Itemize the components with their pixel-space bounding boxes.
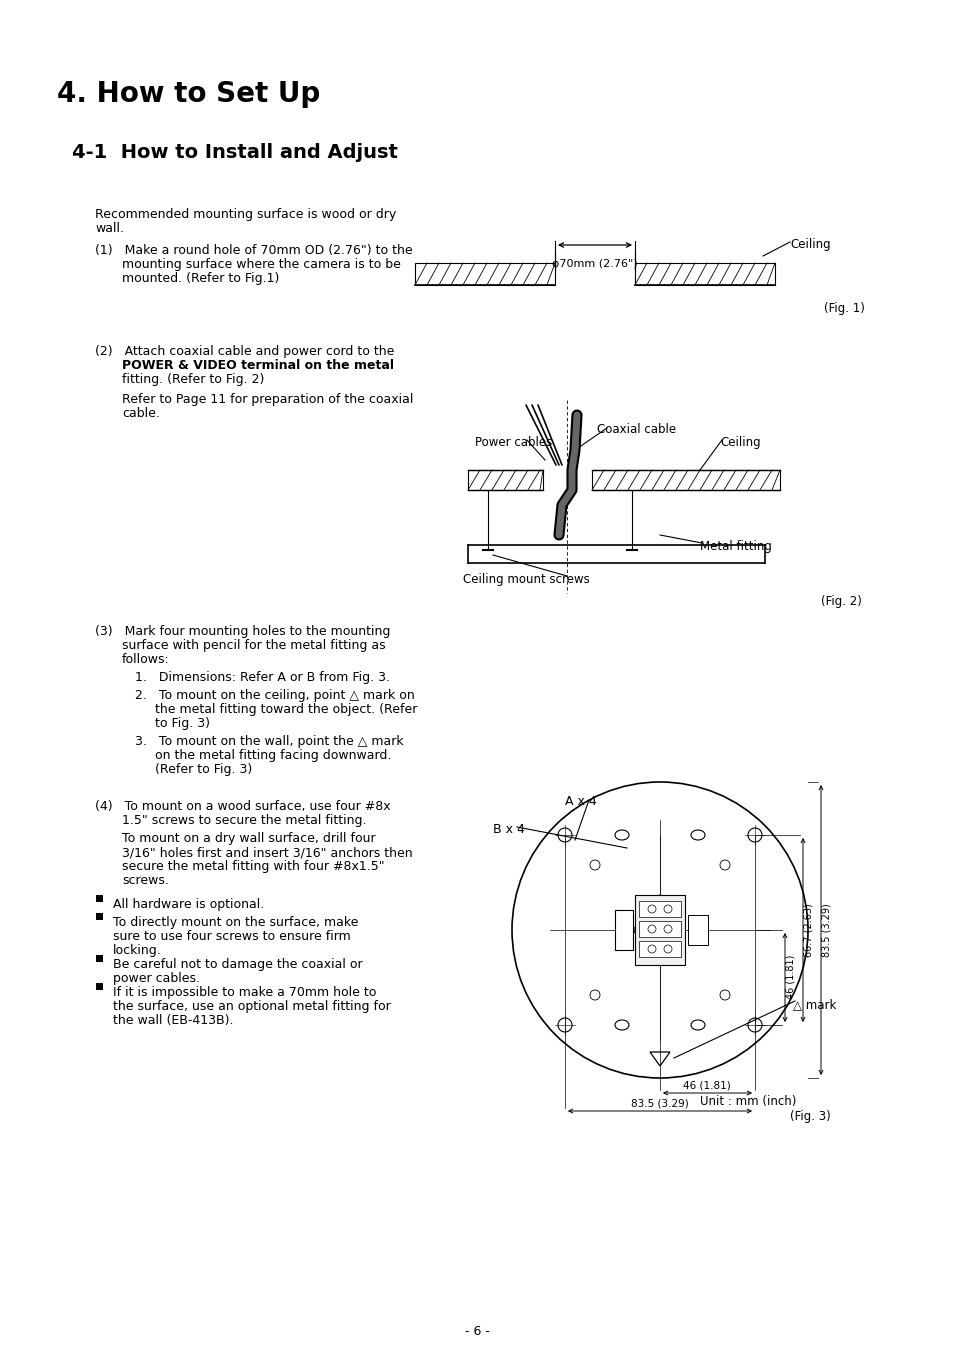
Text: 4. How to Set Up: 4. How to Set Up <box>57 80 320 108</box>
Text: the surface, use an optional metal fitting for: the surface, use an optional metal fitti… <box>112 1000 391 1013</box>
Text: To directly mount on the surface, make: To directly mount on the surface, make <box>112 916 358 929</box>
Text: secure the metal fitting with four #8x1.5": secure the metal fitting with four #8x1.… <box>122 861 384 873</box>
Bar <box>96 984 103 990</box>
Text: follows:: follows: <box>122 653 170 666</box>
Bar <box>687 915 707 944</box>
Text: (4)   To mount on a wood surface, use four #8x: (4) To mount on a wood surface, use four… <box>95 800 390 813</box>
Text: (3)   Mark four mounting holes to the mounting: (3) Mark four mounting holes to the moun… <box>95 626 390 638</box>
Text: (Fig. 2): (Fig. 2) <box>821 594 862 608</box>
Text: φ70mm (2.76"): φ70mm (2.76") <box>552 259 638 269</box>
Bar <box>639 901 680 917</box>
Text: 1.   Dimensions: Refer A or B from Fig. 3.: 1. Dimensions: Refer A or B from Fig. 3. <box>135 671 390 684</box>
Bar <box>96 913 103 920</box>
Text: A x 4: A x 4 <box>564 794 597 808</box>
Text: 83.5 (3.29): 83.5 (3.29) <box>821 902 831 957</box>
Text: 66.7 (2.63): 66.7 (2.63) <box>803 902 813 957</box>
Text: Coaxial cable: Coaxial cable <box>597 423 676 436</box>
Text: 4-1  How to Install and Adjust: 4-1 How to Install and Adjust <box>71 143 397 162</box>
Text: Refer to Page 11 for preparation of the coaxial: Refer to Page 11 for preparation of the … <box>122 393 413 407</box>
Text: (Fig. 3): (Fig. 3) <box>789 1111 830 1123</box>
Text: Metal fitting: Metal fitting <box>700 540 771 553</box>
Bar <box>592 470 780 490</box>
Bar <box>635 894 684 965</box>
Text: locking.: locking. <box>112 944 162 957</box>
Text: the wall (EB-413B).: the wall (EB-413B). <box>112 1015 233 1027</box>
Text: Unit : mm (inch): Unit : mm (inch) <box>700 1096 796 1108</box>
Text: 3/16" holes first and insert 3/16" anchors then: 3/16" holes first and insert 3/16" ancho… <box>122 846 413 859</box>
Text: Recommended mounting surface is wood or dry: Recommended mounting surface is wood or … <box>95 208 395 222</box>
Text: the metal fitting toward the object. (Refer: the metal fitting toward the object. (Re… <box>154 703 417 716</box>
Text: surface with pencil for the metal fitting as: surface with pencil for the metal fittin… <box>122 639 385 653</box>
Text: screws.: screws. <box>122 874 169 888</box>
Text: - 6 -: - 6 - <box>464 1325 489 1337</box>
Text: (Fig. 1): (Fig. 1) <box>823 303 864 315</box>
Text: Power cables: Power cables <box>475 436 552 449</box>
Text: mounting surface where the camera is to be: mounting surface where the camera is to … <box>122 258 400 272</box>
Bar <box>415 263 555 285</box>
Text: cable.: cable. <box>122 407 160 420</box>
Text: Be careful not to damage the coaxial or: Be careful not to damage the coaxial or <box>112 958 362 971</box>
Bar <box>96 955 103 962</box>
Text: (2)   Attach coaxial cable and power cord to the: (2) Attach coaxial cable and power cord … <box>95 345 394 358</box>
Text: to Fig. 3): to Fig. 3) <box>154 717 210 730</box>
Text: (Refer to Fig. 3): (Refer to Fig. 3) <box>154 763 252 775</box>
Bar <box>615 911 633 950</box>
Text: All hardware is optional.: All hardware is optional. <box>112 898 264 911</box>
Text: Ceiling: Ceiling <box>789 238 830 251</box>
Text: on the metal fitting facing downward.: on the metal fitting facing downward. <box>154 748 391 762</box>
Bar <box>639 942 680 957</box>
Text: △ mark: △ mark <box>792 998 836 1011</box>
Text: fitting. (Refer to Fig. 2): fitting. (Refer to Fig. 2) <box>122 373 264 386</box>
Bar <box>635 263 774 285</box>
Text: 1.5" screws to secure the metal fitting.: 1.5" screws to secure the metal fitting. <box>122 815 366 827</box>
Text: (1)   Make a round hole of 70mm OD (2.76") to the: (1) Make a round hole of 70mm OD (2.76")… <box>95 245 413 257</box>
Text: 46 (1.81): 46 (1.81) <box>682 1081 730 1092</box>
Text: 2.   To mount on the ceiling, point △ mark on: 2. To mount on the ceiling, point △ mark… <box>135 689 415 703</box>
Text: 46 (1.81): 46 (1.81) <box>785 955 795 1000</box>
Bar <box>639 921 680 938</box>
Text: Ceiling mount screws: Ceiling mount screws <box>462 573 589 586</box>
Text: POWER & VIDEO terminal on the metal: POWER & VIDEO terminal on the metal <box>122 359 394 372</box>
Bar <box>96 894 103 902</box>
Text: 3.   To mount on the wall, point the △ mark: 3. To mount on the wall, point the △ mar… <box>135 735 403 748</box>
Text: To mount on a dry wall surface, drill four: To mount on a dry wall surface, drill fo… <box>122 832 375 844</box>
Text: mounted. (Refer to Fig.1): mounted. (Refer to Fig.1) <box>122 272 279 285</box>
Text: Ceiling: Ceiling <box>720 436 760 449</box>
Text: If it is impossible to make a 70mm hole to: If it is impossible to make a 70mm hole … <box>112 986 376 998</box>
Bar <box>468 470 542 490</box>
Text: sure to use four screws to ensure firm: sure to use four screws to ensure firm <box>112 929 351 943</box>
Text: wall.: wall. <box>95 222 124 235</box>
Text: B x 4: B x 4 <box>493 823 524 836</box>
Text: 83.5 (3.29): 83.5 (3.29) <box>631 1098 688 1109</box>
Text: power cables.: power cables. <box>112 971 200 985</box>
